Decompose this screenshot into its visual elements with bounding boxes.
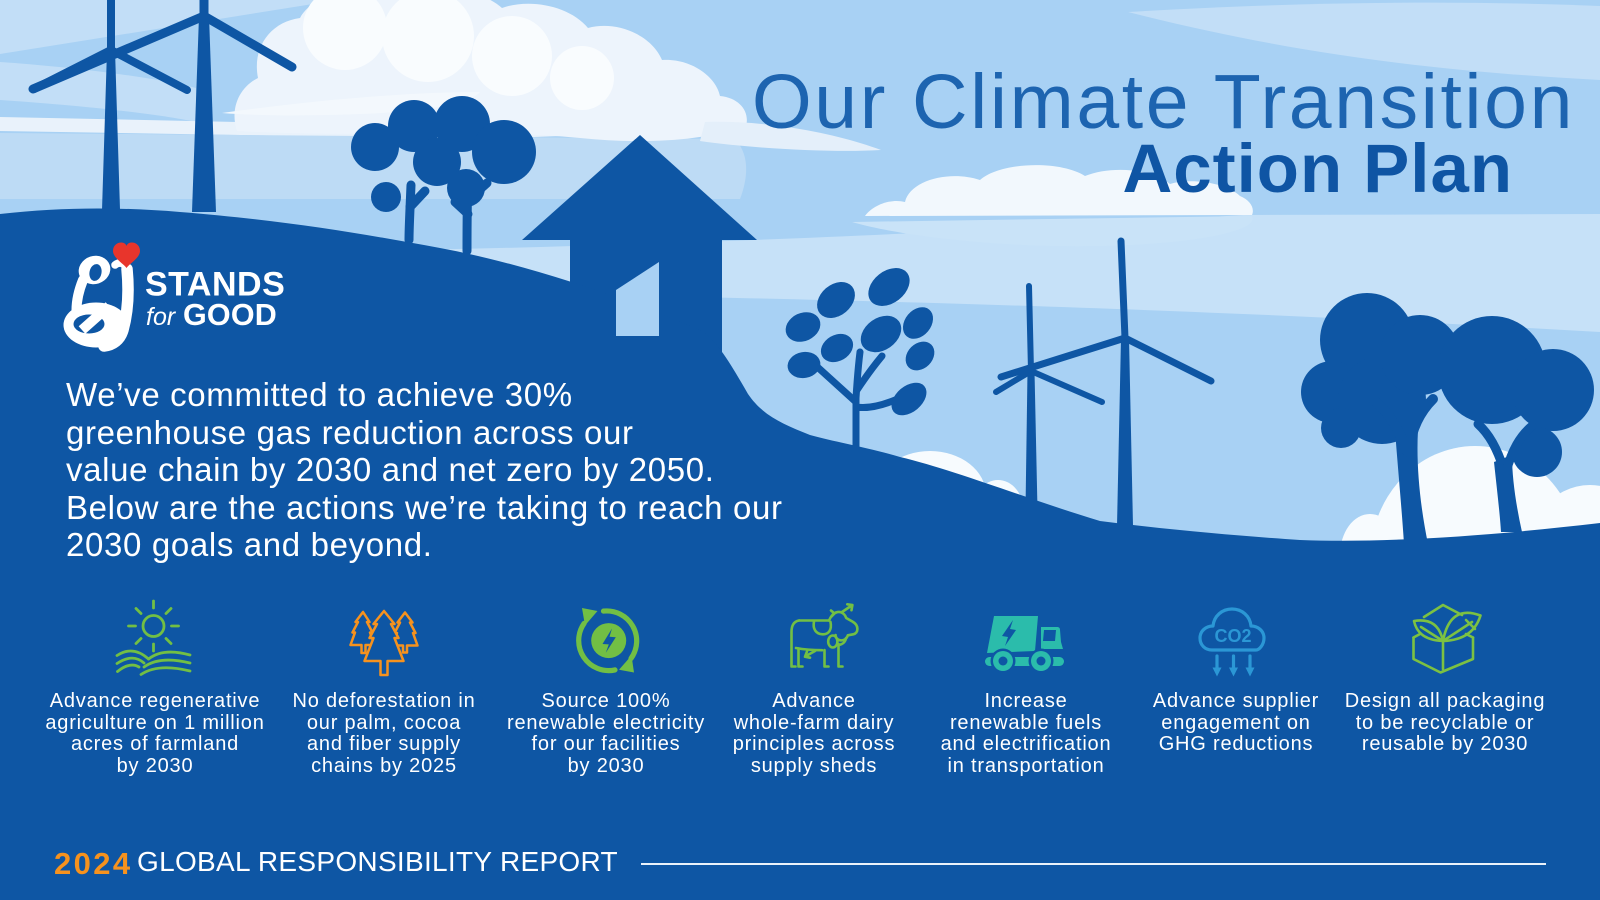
svg-text:for: for: [146, 303, 177, 331]
svg-text:CO2: CO2: [1214, 626, 1251, 646]
svg-text:STANDS: STANDS: [145, 266, 285, 304]
svg-text:GOOD: GOOD: [183, 298, 277, 332]
